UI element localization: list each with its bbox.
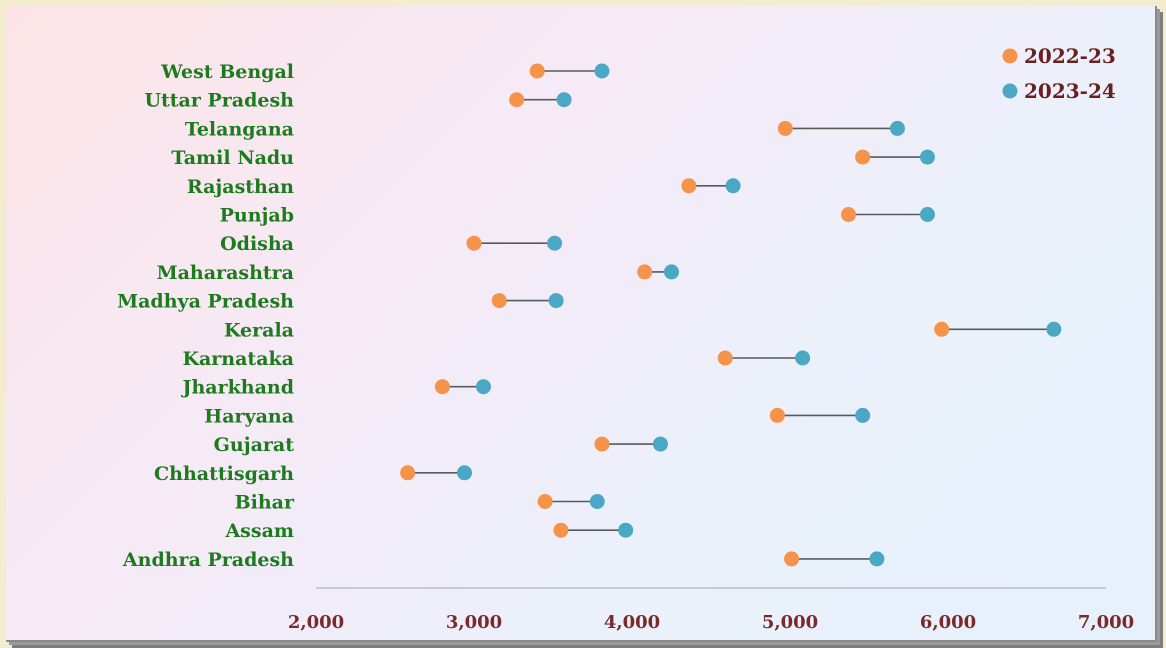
point-2023-24 [548,293,564,309]
category-label: Tamil Nadu [171,147,294,169]
point-2022-23 [509,92,525,108]
chart-panel [6,6,1157,642]
point-2022-23 [594,436,610,452]
category-label: Uttar Pradesh [144,90,294,112]
point-2022-23 [637,264,653,280]
point-2022-23 [681,178,697,194]
point-2023-24 [855,407,871,423]
category-label: West Bengal [160,61,294,83]
legend: 2022-23 2023-24 [1002,44,1116,103]
legend-label-2023-24: 2023-24 [1024,79,1116,103]
category-label: Kerala [224,319,294,341]
point-2022-23 [491,293,507,309]
point-2022-23 [400,465,416,481]
category-label: Jharkhand [180,377,294,399]
row-haryana: Haryana [204,405,871,427]
legend-marker-2022-23 [1002,48,1018,64]
row-rajasthan: Rajasthan [187,176,741,198]
row-punjab: Punjab [220,205,935,227]
row-jharkhand: Jharkhand [180,377,491,399]
category-label: Andhra Pradesh [122,549,294,571]
point-2023-24 [594,63,610,79]
row-andhra-pradesh: Andhra Pradesh [122,549,885,571]
row-chhattisgarh: Chhattisgarh [154,463,473,485]
x-tick-label: 2,000 [288,612,344,633]
point-2023-24 [547,235,563,251]
chart-rows: West Bengal Uttar Pradesh Telangana Tamil N… [117,61,1062,571]
row-tamil-nadu: Tamil Nadu [171,147,935,169]
point-2022-23 [769,407,785,423]
x-tick-label: 7,000 [1078,612,1134,633]
row-odisha: Odisha [220,233,563,255]
point-2022-23 [529,63,545,79]
point-2022-23 [934,321,950,337]
row-maharashtra: Maharashtra [157,262,679,284]
category-label: Rajasthan [187,176,294,198]
point-2022-23 [777,120,793,136]
point-2022-23 [855,149,871,165]
point-2022-23 [466,235,482,251]
category-label: Karnataka [182,348,294,370]
point-2023-24 [919,149,935,165]
point-2022-23 [840,207,856,222]
row-telangana: Telangana [185,118,905,140]
point-2023-24 [725,178,741,194]
category-label: Madhya Pradesh [117,291,294,313]
category-label: Telangana [185,118,294,140]
point-2023-24 [795,350,811,366]
x-tick-label: 6,000 [920,612,976,633]
row-madhya-pradesh: Madhya Pradesh [117,291,564,313]
row-uttar-pradesh: Uttar Pradesh [144,90,572,112]
row-bihar: Bihar [235,492,605,514]
x-axis-ticks: 2,000 3,000 4,000 5,000 6,000 7,000 [288,612,1134,633]
point-2023-24 [919,207,935,222]
category-label: Bihar [235,492,295,514]
point-2022-23 [434,379,450,395]
point-2023-24 [652,436,668,452]
point-2023-24 [589,494,605,509]
point-2023-24 [618,522,634,538]
category-label: Gujarat [214,434,295,456]
x-tick-label: 4,000 [604,612,660,633]
category-label: Haryana [204,405,294,427]
row-assam: Assam [224,520,634,542]
point-2023-24 [475,379,491,395]
row-kerala: Kerala [224,319,1062,341]
row-west-bengal: West Bengal [160,61,610,83]
row-gujarat: Gujarat [214,434,668,456]
category-label: Maharashtra [157,262,294,284]
point-2023-24 [457,465,473,481]
category-label: Chhattisgarh [154,463,294,485]
category-label: Assam [224,520,294,542]
legend-label-2022-23: 2022-23 [1024,44,1116,68]
point-2023-24 [869,551,885,567]
point-2022-23 [784,551,800,567]
x-tick-label: 3,000 [446,612,502,633]
point-2023-24 [1046,321,1062,337]
legend-marker-2023-24 [1002,83,1018,99]
point-2023-24 [664,264,679,280]
category-label: Odisha [220,233,294,255]
row-karnataka: Karnataka [182,348,811,370]
point-2023-24 [889,120,905,136]
point-2023-24 [556,92,572,108]
point-2022-23 [537,494,553,509]
x-tick-label: 5,000 [762,612,818,633]
point-2022-23 [553,522,569,538]
category-label: Punjab [220,205,294,227]
point-2022-23 [717,350,733,366]
